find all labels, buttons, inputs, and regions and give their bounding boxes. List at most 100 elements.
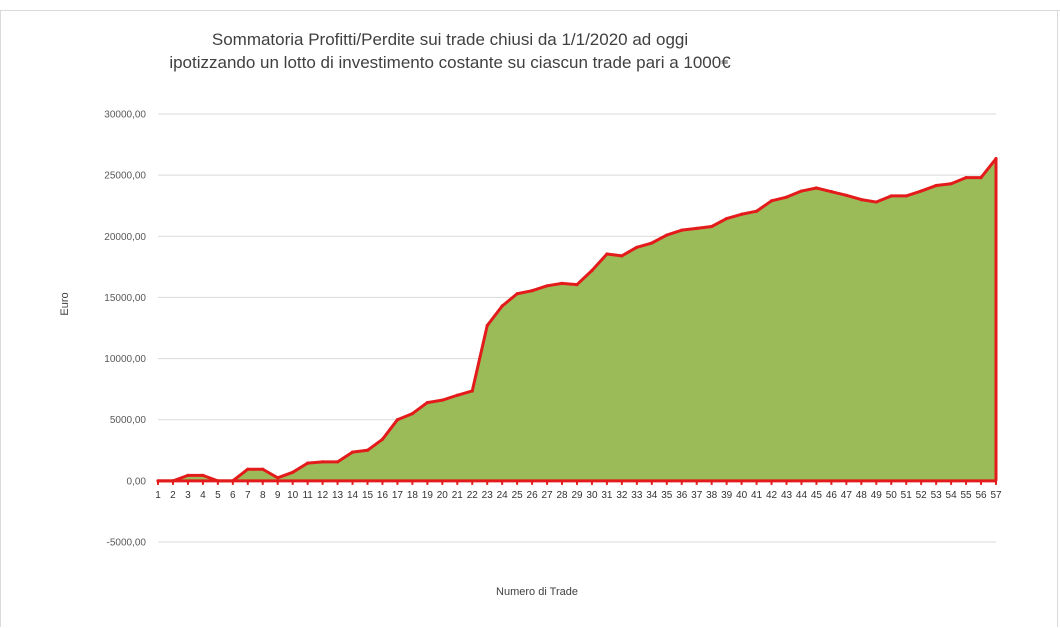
data-point — [350, 450, 355, 454]
x-tick-label: 54 — [946, 490, 958, 501]
x-tick-label: 36 — [676, 490, 688, 501]
data-point — [590, 268, 594, 273]
area-series — [156, 157, 998, 483]
x-tick-label: 27 — [542, 490, 554, 501]
x-tick-label: 34 — [646, 490, 658, 501]
x-tick-label: 38 — [706, 490, 718, 501]
data-point — [949, 182, 953, 186]
y-axis-title: Euro — [59, 292, 71, 315]
y-tick-label: 15000,00 — [104, 293, 146, 304]
x-tick-label: 48 — [856, 490, 868, 501]
data-point — [276, 476, 280, 480]
y-tick-label: 30000,00 — [104, 110, 146, 121]
x-tick-label: 26 — [527, 490, 539, 501]
data-point — [979, 175, 983, 180]
y-tick-label: -5000,00 — [107, 538, 147, 549]
series-line — [158, 157, 998, 483]
x-tick-label: 30 — [586, 490, 598, 501]
data-point — [859, 198, 863, 202]
data-point — [380, 437, 385, 441]
x-tick-label: 31 — [601, 490, 613, 501]
x-tick-label: 35 — [661, 490, 673, 501]
x-tick-label: 28 — [556, 490, 568, 501]
x-tick-label: 32 — [616, 490, 628, 501]
data-point — [844, 193, 848, 197]
x-tick-label: 8 — [260, 490, 266, 501]
y-axis-ticks: -5000,00 0,00 5000,00 10000,00 15000,00 20000… — [104, 110, 146, 549]
x-tick-label: 29 — [571, 490, 583, 501]
x-tick-label: 51 — [901, 490, 913, 501]
data-point — [515, 292, 519, 296]
x-tick-label: 43 — [781, 490, 793, 501]
data-point — [440, 398, 444, 402]
x-tick-label: 33 — [631, 490, 643, 501]
x-tick-label: 42 — [766, 490, 778, 501]
x-tick-label: 4 — [200, 490, 206, 501]
data-point — [695, 226, 699, 230]
data-point — [425, 400, 429, 405]
data-point — [784, 195, 789, 199]
x-tick-label: 2 — [170, 490, 176, 501]
data-point — [814, 186, 819, 190]
data-point — [620, 254, 624, 258]
area-fill — [158, 158, 996, 481]
x-tick-label: 7 — [245, 490, 251, 501]
data-point — [635, 245, 639, 249]
x-tick-label: 3 — [185, 490, 191, 501]
y-tick-label: 25000,00 — [104, 171, 146, 182]
data-point — [874, 200, 878, 204]
data-point — [395, 418, 400, 422]
x-tick-label: 5 — [215, 490, 221, 501]
x-tick-label: 49 — [871, 490, 883, 501]
x-tick-label: 53 — [931, 490, 943, 501]
x-tick-label: 17 — [392, 490, 404, 501]
x-tick-label: 6 — [230, 490, 236, 501]
x-tick-label: 44 — [796, 490, 808, 501]
data-point — [246, 467, 250, 471]
chart-title-line-2: ipotizzando un lotto di investimento cos… — [169, 53, 731, 72]
x-tick-label: 22 — [467, 490, 479, 501]
data-point — [740, 212, 744, 216]
data-point — [575, 282, 579, 287]
y-tick-label: 5000,00 — [110, 415, 147, 426]
data-point — [485, 323, 489, 328]
x-tick-label: 25 — [512, 490, 524, 501]
data-point — [321, 460, 325, 464]
x-axis-ticks: 1 2 3 4 5 6 7 8 9 10 11 12 13 14 15 16 17 18 19 20 21 22 23 24 2… — [155, 480, 1002, 501]
x-tick-label: 9 — [275, 490, 281, 501]
data-point — [665, 233, 669, 237]
x-tick-label: 55 — [961, 490, 973, 501]
x-tick-label: 50 — [886, 490, 898, 501]
data-point — [410, 412, 414, 416]
x-tick-label: 20 — [437, 490, 449, 501]
data-point — [934, 183, 938, 188]
x-tick-label: 15 — [362, 490, 374, 501]
data-point — [680, 228, 684, 232]
chart-title-line-1: Sommatoria Profitti/Perdite sui trade ch… — [211, 30, 689, 49]
data-point — [994, 157, 998, 161]
data-point — [754, 209, 759, 213]
x-tick-label: 23 — [482, 490, 494, 501]
chart-title: Sommatoria Profitti/Perdite sui trade ch… — [90, 28, 810, 74]
x-tick-label: 46 — [826, 490, 838, 501]
y-tick-label: 0,00 — [127, 476, 147, 487]
spreadsheet-background — [0, 0, 1060, 11]
data-point — [335, 460, 340, 464]
x-tick-label: 18 — [407, 490, 419, 501]
data-point — [306, 461, 310, 465]
data-point — [605, 252, 609, 256]
data-point — [799, 189, 804, 193]
data-point — [530, 289, 534, 293]
data-point — [470, 389, 474, 393]
x-tick-label: 39 — [721, 490, 733, 501]
data-point — [889, 194, 893, 198]
data-point — [919, 189, 923, 193]
x-tick-label: 21 — [452, 490, 464, 501]
x-tick-label: 14 — [347, 490, 359, 501]
chart-area-frame[interactable] — [0, 10, 1058, 627]
data-point — [964, 175, 968, 180]
data-point — [560, 281, 564, 285]
x-tick-label: 56 — [975, 490, 987, 501]
y-tick-label: 20000,00 — [104, 232, 146, 243]
